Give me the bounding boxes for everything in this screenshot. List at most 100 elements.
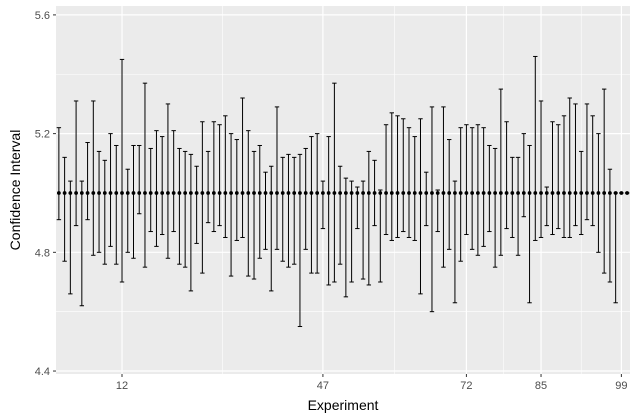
data-point xyxy=(108,191,113,195)
data-point xyxy=(349,191,354,195)
data-point xyxy=(280,191,285,195)
data-point xyxy=(257,191,262,195)
y-tick-label: 4.8 xyxy=(35,247,50,259)
data-point xyxy=(458,191,463,195)
data-point xyxy=(183,191,188,195)
data-point xyxy=(562,191,566,195)
data-point xyxy=(97,191,101,195)
y-tick-label: 4.4 xyxy=(35,366,50,378)
data-point xyxy=(56,191,61,195)
y-axis-title: Confidence Interval xyxy=(7,130,23,251)
data-point xyxy=(516,191,520,195)
data-point xyxy=(166,191,170,195)
data-point xyxy=(154,191,159,195)
data-point xyxy=(602,191,607,195)
data-point xyxy=(533,191,538,195)
data-point xyxy=(240,191,245,195)
data-point xyxy=(263,191,268,195)
data-point xyxy=(211,191,216,195)
data-point xyxy=(275,191,279,195)
data-point xyxy=(269,191,274,195)
data-point xyxy=(453,191,457,195)
data-point xyxy=(470,191,475,195)
points xyxy=(56,191,630,195)
data-point xyxy=(102,191,107,195)
data-point xyxy=(200,191,205,195)
data-point xyxy=(246,191,251,195)
data-point xyxy=(309,191,314,195)
data-point xyxy=(143,191,147,195)
data-point xyxy=(608,191,612,195)
data-point xyxy=(286,191,291,195)
x-tick-label: 12 xyxy=(116,380,128,392)
data-point xyxy=(435,191,440,195)
data-point xyxy=(292,191,297,195)
data-point xyxy=(625,191,630,195)
x-axis-title: Experiment xyxy=(308,397,379,413)
data-point xyxy=(389,191,394,195)
data-point xyxy=(326,191,331,195)
data-point xyxy=(303,191,308,195)
data-point xyxy=(332,191,337,195)
data-point xyxy=(188,191,193,195)
data-point xyxy=(579,191,584,195)
data-point xyxy=(131,191,136,195)
data-point xyxy=(498,191,503,195)
data-point xyxy=(430,191,434,195)
x-tick-label: 85 xyxy=(535,380,547,392)
data-point xyxy=(366,191,371,195)
data-point xyxy=(567,191,572,195)
data-point xyxy=(125,191,130,195)
data-point xyxy=(395,191,400,195)
y-tick-label: 5.2 xyxy=(35,129,50,141)
data-point xyxy=(384,191,388,195)
data-point xyxy=(407,191,411,195)
data-point xyxy=(120,191,124,195)
data-point xyxy=(504,191,509,195)
data-point xyxy=(521,191,526,195)
data-point xyxy=(401,191,406,195)
data-point xyxy=(206,191,211,195)
x-tick-label: 72 xyxy=(460,380,472,392)
data-point xyxy=(234,191,239,195)
data-point xyxy=(355,191,360,195)
data-point xyxy=(315,191,320,195)
data-point xyxy=(550,191,555,195)
data-point xyxy=(343,191,348,195)
data-point xyxy=(447,191,452,195)
data-point xyxy=(229,191,233,195)
data-point xyxy=(573,191,578,195)
data-point xyxy=(338,191,343,195)
data-point xyxy=(68,191,73,195)
data-point xyxy=(114,191,119,195)
data-point xyxy=(378,191,383,195)
data-point xyxy=(137,191,142,195)
data-point xyxy=(487,191,492,195)
data-point xyxy=(91,191,96,195)
data-point xyxy=(464,191,469,195)
data-point xyxy=(298,191,302,195)
data-point xyxy=(148,191,153,195)
data-point xyxy=(590,191,595,195)
data-point xyxy=(361,191,365,195)
data-point xyxy=(596,191,601,195)
x-axis: 12 47 72 85 99 xyxy=(116,374,628,392)
data-point xyxy=(475,191,480,195)
data-point xyxy=(372,191,377,195)
data-point xyxy=(585,191,589,195)
data-point xyxy=(619,191,624,195)
data-point xyxy=(194,191,199,195)
data-point xyxy=(424,191,429,195)
data-point xyxy=(544,191,549,195)
data-point xyxy=(441,191,446,195)
data-point xyxy=(160,191,165,195)
data-point xyxy=(85,191,90,195)
data-point xyxy=(418,191,423,195)
data-point xyxy=(79,191,84,195)
data-point xyxy=(252,191,256,195)
data-point xyxy=(510,191,515,195)
data-point xyxy=(223,191,228,195)
data-point xyxy=(321,191,325,195)
data-point xyxy=(613,191,618,195)
